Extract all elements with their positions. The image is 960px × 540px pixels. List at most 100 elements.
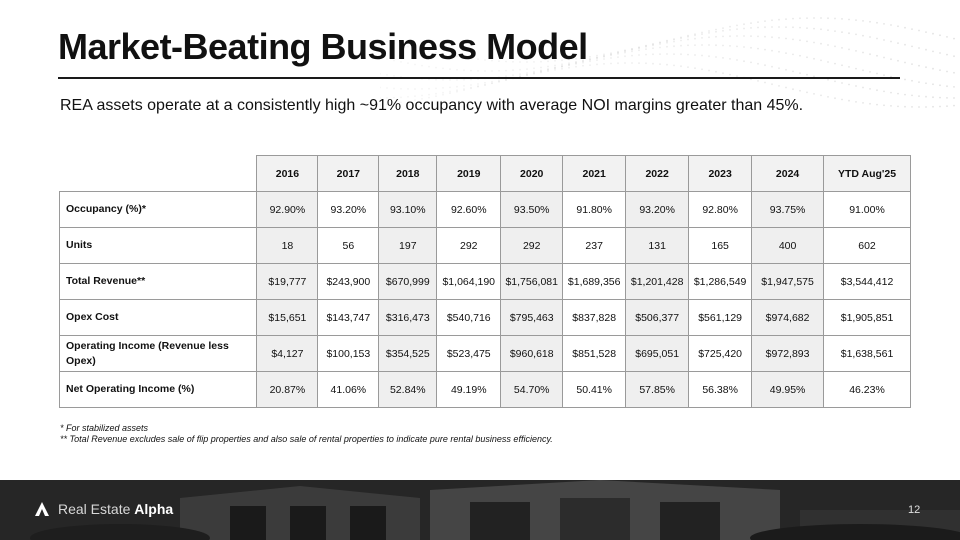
table-cell: 56 <box>317 227 380 264</box>
brand-logo: Real Estate Alpha <box>34 501 173 517</box>
alpha-logo-icon <box>35 502 49 516</box>
column-header: 2022 <box>625 155 690 192</box>
table-cell: 292 <box>500 227 564 264</box>
row-label: Occupancy (%)* <box>58 191 258 228</box>
column-header: 2023 <box>688 155 753 192</box>
table-cell: 20.87% <box>256 371 319 408</box>
row-label: Operating Income (Revenue less Opex) <box>58 335 258 372</box>
footnote-revenue: ** Total Revenue excludes sale of flip p… <box>60 434 553 444</box>
table-cell: $3,544,412 <box>823 263 911 300</box>
table-cell: 92.80% <box>688 191 753 228</box>
table-cell: 237 <box>562 227 627 264</box>
table-cell: 41.06% <box>317 371 380 408</box>
table-cell: $143,747 <box>317 299 380 336</box>
table-cell: 165 <box>688 227 753 264</box>
page-number: 12 <box>908 504 921 516</box>
table-cell: $316,473 <box>378 299 438 336</box>
title-divider <box>58 77 900 79</box>
table-cell: 292 <box>436 227 502 264</box>
table-cell: 93.50% <box>500 191 564 228</box>
brand-name: Real Estate Alpha <box>58 501 173 517</box>
column-header: 2019 <box>436 155 502 192</box>
table-corner-cell <box>59 155 258 192</box>
table-cell: $960,618 <box>500 335 564 372</box>
table-row: Total Revenue** $19,777 $243,900 $670,999 $1… <box>58 263 911 300</box>
row-label: Net Operating Income (%) <box>58 371 258 408</box>
table-cell: 56.38% <box>688 371 753 408</box>
table-cell: $837,828 <box>562 299 627 336</box>
table-cell: 46.23% <box>823 371 911 408</box>
house-photo-background <box>0 480 960 540</box>
table-cell: 49.19% <box>436 371 502 408</box>
table-cell: $972,893 <box>751 335 825 372</box>
brand-name-light: Real Estate <box>58 501 135 517</box>
column-header: 2021 <box>562 155 627 192</box>
table-row: Occupancy (%)* 92.90% 93.20% 93.10% 92.60% 93… <box>58 191 911 228</box>
page-subtitle: REA assets operate at a consistently hig… <box>60 97 804 114</box>
column-header: 2017 <box>317 155 380 192</box>
table-row: Opex Cost $15,651 $143,747 $316,473 $540,716… <box>58 299 911 336</box>
table-cell: $354,525 <box>378 335 438 372</box>
table-cell: 93.75% <box>751 191 825 228</box>
table-cell: $1,201,428 <box>625 263 690 300</box>
column-header: 2024 <box>751 155 825 192</box>
table-cell: 57.85% <box>625 371 690 408</box>
table-cell: $695,051 <box>625 335 690 372</box>
table-cell: $561,129 <box>688 299 753 336</box>
table-cell: 18 <box>256 227 319 264</box>
table-cell: $506,377 <box>625 299 690 336</box>
footnotes: * For stabilized assets ** Total Revenue… <box>60 423 553 445</box>
brand-name-bold: Alpha <box>134 501 174 517</box>
table-cell: $974,682 <box>751 299 825 336</box>
performance-table: 2016 2017 2018 2019 2020 2021 2022 2023 2024 YTD … <box>58 155 911 408</box>
table-row: Operating Income (Revenue less Opex) $4,1… <box>58 335 911 372</box>
table-cell: $1,947,575 <box>751 263 825 300</box>
table-cell: 49.95% <box>751 371 825 408</box>
table-cell: 92.60% <box>436 191 502 228</box>
table-cell: 602 <box>823 227 911 264</box>
table-cell: $1,689,356 <box>562 263 627 300</box>
table-cell: $670,999 <box>378 263 438 300</box>
table-row: Units 18 56 197 292 292 237 131 165 400 602 <box>58 227 911 264</box>
row-label: Opex Cost <box>58 299 258 336</box>
table-cell: 92.90% <box>256 191 319 228</box>
table-cell: 91.00% <box>823 191 911 228</box>
table-cell: $1,756,081 <box>500 263 564 300</box>
footer-band <box>0 480 960 540</box>
table-cell: $523,475 <box>436 335 502 372</box>
column-header: YTD Aug'25 <box>823 155 911 192</box>
column-header: 2020 <box>500 155 564 192</box>
table-cell: 93.20% <box>625 191 690 228</box>
page-title: Market-Beating Business Model <box>58 26 588 67</box>
table-cell: $243,900 <box>317 263 380 300</box>
table-cell: $4,127 <box>256 335 319 372</box>
row-label: Units <box>58 227 258 264</box>
table-cell: 93.10% <box>378 191 438 228</box>
dotted-wave-decoration <box>380 17 955 108</box>
table-cell: 197 <box>378 227 438 264</box>
table-cell: $795,463 <box>500 299 564 336</box>
table-cell: $1,064,190 <box>436 263 502 300</box>
table-cell: $1,286,549 <box>688 263 753 300</box>
table-cell: $1,638,561 <box>823 335 911 372</box>
table-cell: 91.80% <box>562 191 627 228</box>
table-cell: 54.70% <box>500 371 564 408</box>
table-cell: $851,528 <box>562 335 627 372</box>
table-cell: 400 <box>751 227 825 264</box>
table-cell: $540,716 <box>436 299 502 336</box>
table-row: Net Operating Income (%) 20.87% 41.06% 52.8… <box>58 371 911 408</box>
table-cell: 93.20% <box>317 191 380 228</box>
table-header-row: 2016 2017 2018 2019 2020 2021 2022 2023 2024 YTD … <box>59 155 911 192</box>
row-label: Total Revenue** <box>58 263 258 300</box>
footnote-stabilized: * For stabilized assets <box>60 423 149 433</box>
column-header: 2018 <box>378 155 438 192</box>
table-cell: $15,651 <box>256 299 319 336</box>
table-cell: $1,905,851 <box>823 299 911 336</box>
table-cell: $100,153 <box>317 335 380 372</box>
table-cell: 131 <box>625 227 690 264</box>
table-cell: 52.84% <box>378 371 438 408</box>
column-header: 2016 <box>256 155 319 192</box>
table-cell: $19,777 <box>256 263 319 300</box>
table-cell: $725,420 <box>688 335 753 372</box>
